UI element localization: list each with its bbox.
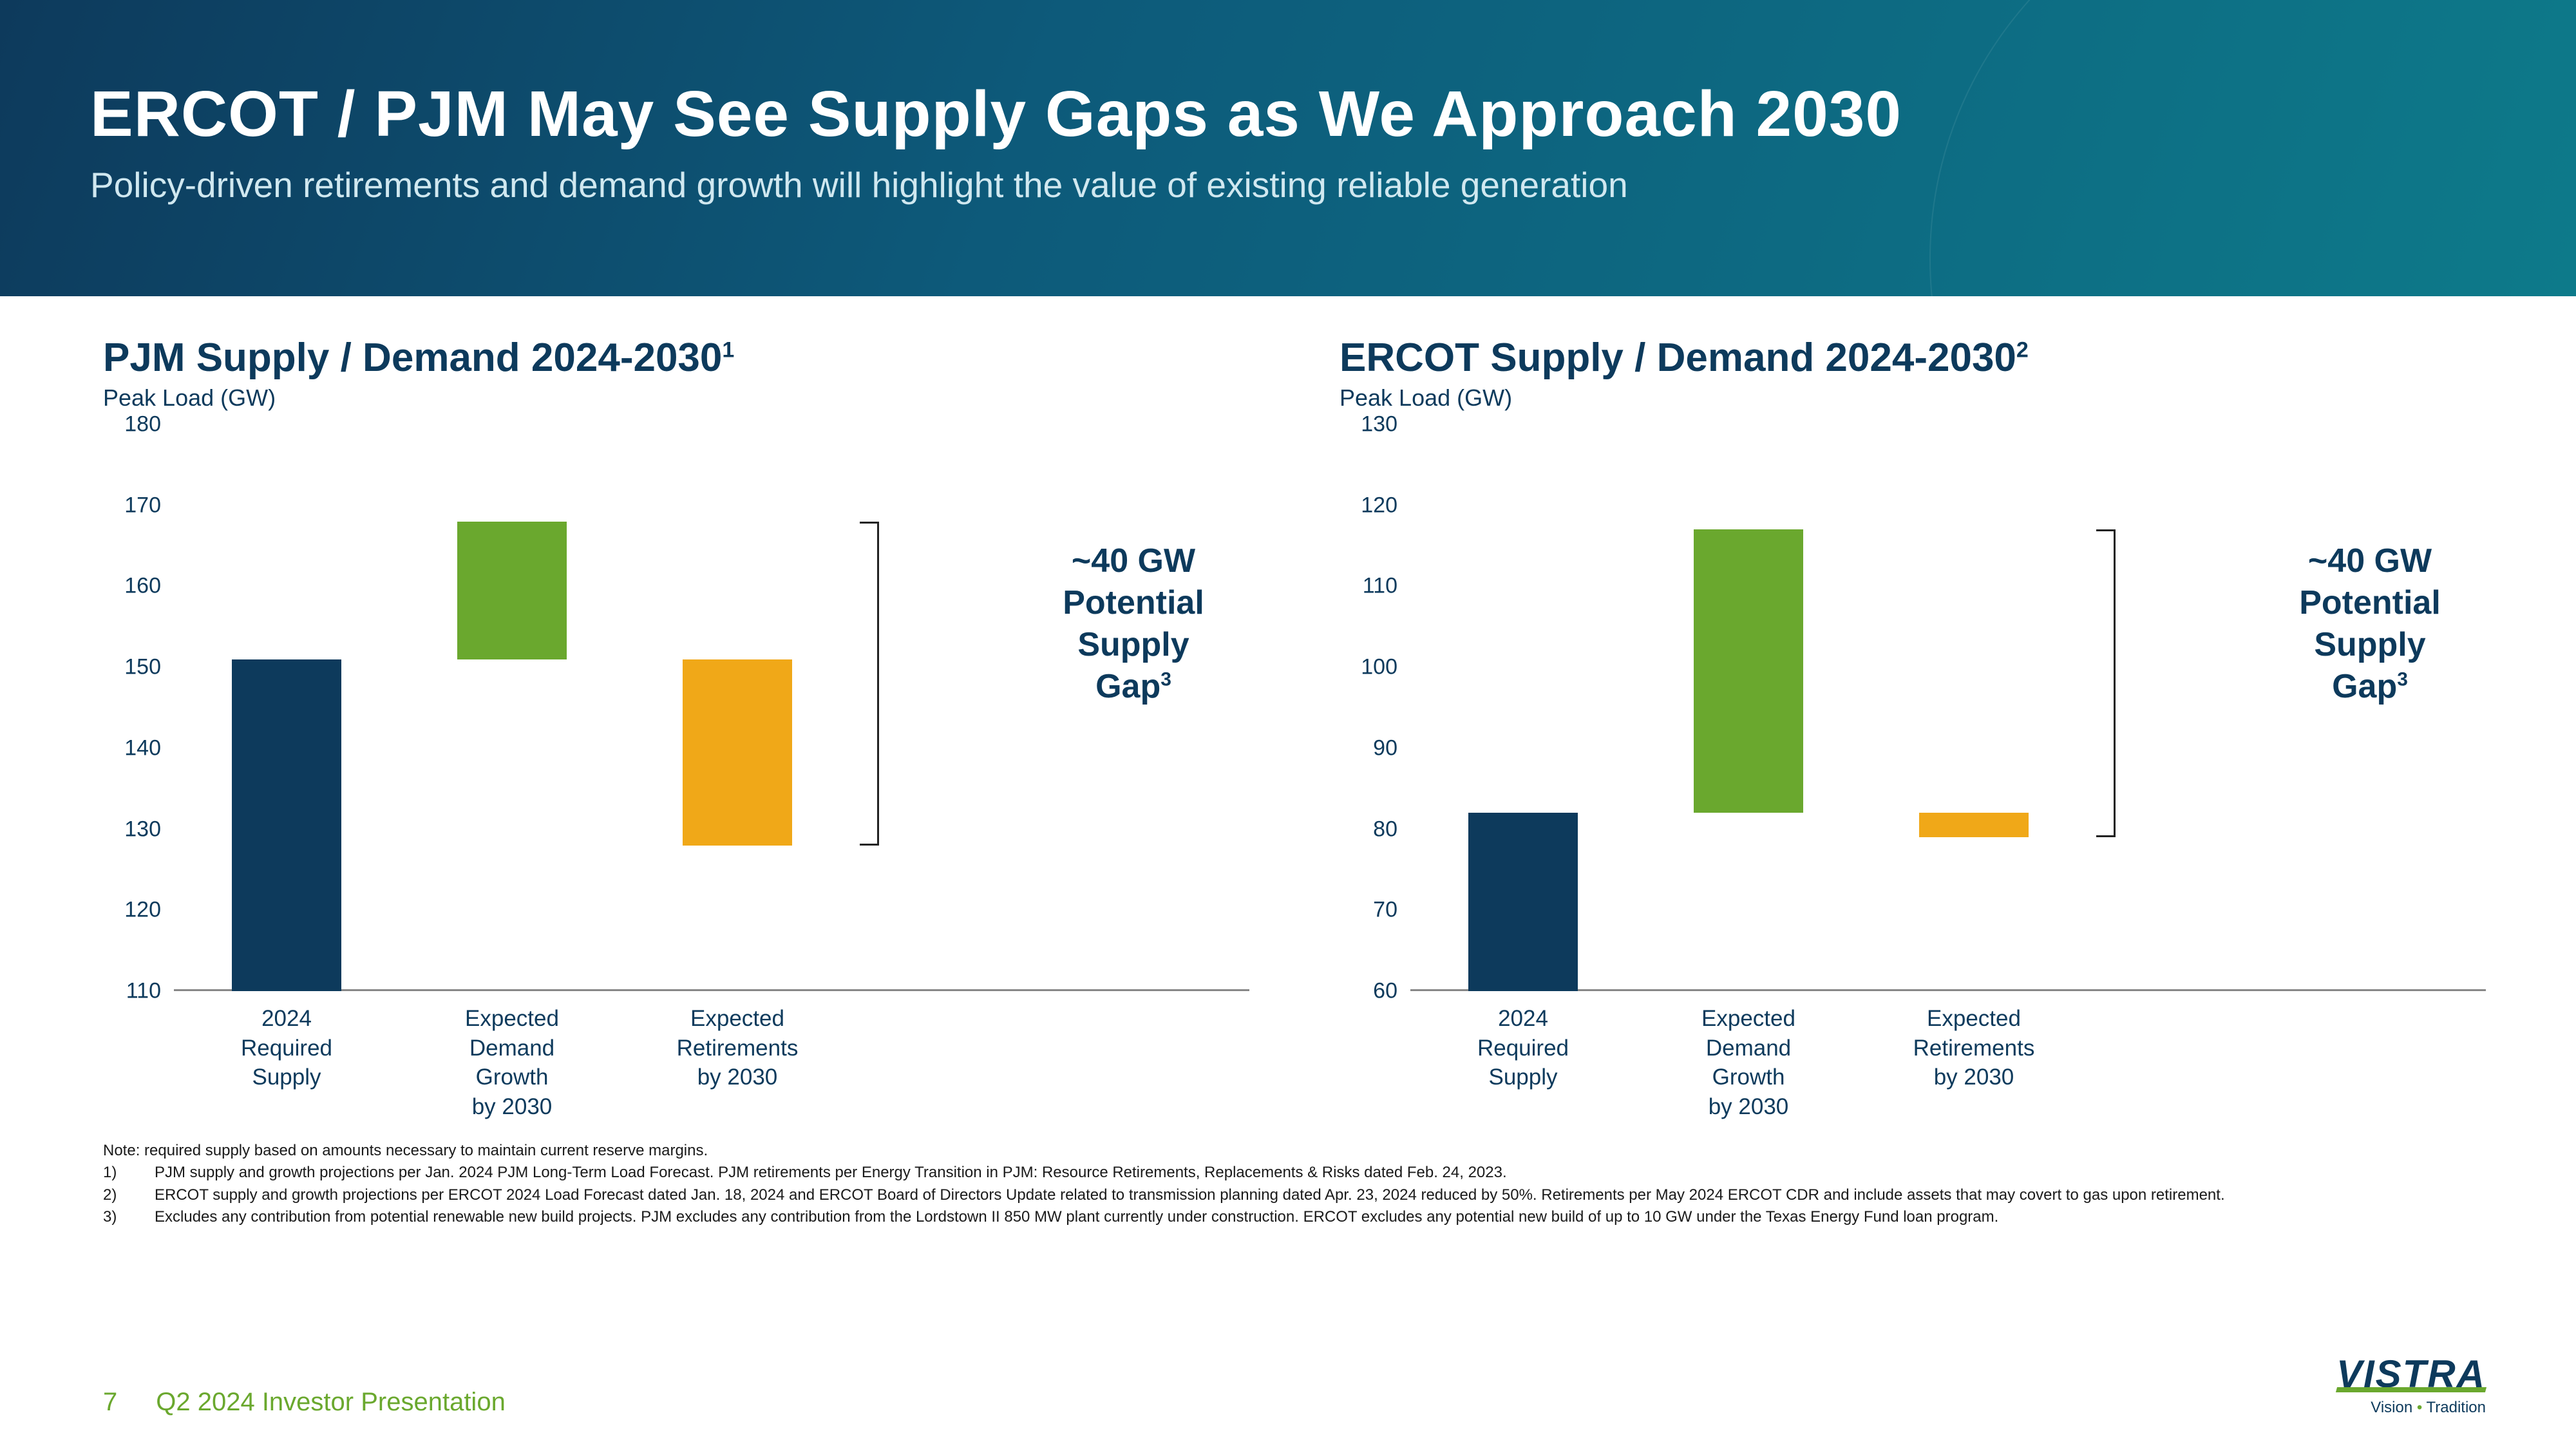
footnote-row: 3) Excludes any contribution from potenti… (103, 1207, 2486, 1227)
x-label: 2024RequiredSupply (174, 1004, 399, 1121)
y-tick: 130 (1361, 412, 1397, 437)
y-tick: 90 (1373, 735, 1397, 761)
y-tick: 130 (124, 817, 161, 842)
y-tick: 70 (1373, 898, 1397, 923)
y-tick: 170 (124, 493, 161, 518)
slide-footer: 7 Q2 2024 Investor Presentation VISTRA V… (103, 1352, 2486, 1417)
y-tick: 150 (124, 655, 161, 680)
callout-text: ~40 GWPotentialSupplyGap3 (1018, 540, 1249, 708)
footnote-text: ERCOT supply and growth projections per … (155, 1185, 2225, 1206)
chart-bar (1694, 529, 1803, 813)
y-tick: 60 (1373, 979, 1397, 1004)
y-tick: 110 (126, 979, 161, 1004)
page-number: 7 (103, 1388, 117, 1417)
charts-container: PJM Supply / Demand 2024-20301 Peak Load … (0, 296, 2576, 1121)
footnote-row: 2) ERCOT supply and growth projections pe… (103, 1185, 2486, 1206)
x-label: 2024RequiredSupply (1410, 1004, 1636, 1121)
chart-subtitle: Peak Load (GW) (1340, 384, 2486, 412)
footnote-text: PJM supply and growth projections per Ja… (155, 1162, 1507, 1183)
footnote-num: 1) (103, 1162, 129, 1183)
plot-area (174, 424, 1249, 991)
callout-bracket (2096, 529, 2116, 837)
chart-bar (232, 659, 341, 991)
y-tick: 160 (124, 574, 161, 599)
footnote-row: 1) PJM supply and growth projections per … (103, 1162, 2486, 1183)
y-axis: 110120130140150160170180 (103, 424, 174, 991)
slide-title: ERCOT / PJM May See Supply Gaps as We Ap… (90, 77, 2486, 151)
x-label: ExpectedDemandGrowthby 2030 (399, 1004, 625, 1121)
chart-bar (1919, 813, 2029, 837)
footnote-num: 2) (103, 1185, 129, 1206)
chart-subtitle: Peak Load (GW) (103, 384, 1249, 412)
footnote-text: Excludes any contribution from potential… (155, 1207, 1998, 1227)
ercot-chart: ERCOT Supply / Demand 2024-20302 Peak Loa… (1340, 335, 2486, 1121)
chart-bar (457, 522, 567, 659)
x-axis-labels: 2024RequiredSupplyExpectedDemandGrowthby… (1410, 1004, 2087, 1121)
y-tick: 80 (1373, 817, 1397, 842)
y-tick: 140 (124, 735, 161, 761)
pjm-chart: PJM Supply / Demand 2024-20301 Peak Load … (103, 335, 1249, 1121)
logo-tagline: Vision • Tradition (2336, 1399, 2486, 1417)
y-tick: 180 (124, 412, 161, 437)
chart-bar (683, 659, 792, 846)
chart-bar (1468, 813, 1578, 991)
y-tick: 110 (1363, 574, 1397, 599)
slide-subtitle: Policy-driven retirements and demand gro… (90, 164, 2486, 205)
y-axis: 60708090100110120130 (1340, 424, 1410, 991)
vistra-logo: VISTRA Vision • Tradition (2336, 1352, 2486, 1417)
chart-area: 60708090100110120130~40 GWPotentialSuppl… (1340, 424, 2486, 991)
plot-area (1410, 424, 2486, 991)
callout-text: ~40 GWPotentialSupplyGap3 (2254, 540, 2486, 708)
footnote-note: Note: required supply based on amounts n… (103, 1141, 2486, 1161)
callout: ~40 GWPotentialSupplyGap3 (2254, 540, 2486, 708)
callout: ~40 GWPotentialSupplyGap3 (1018, 540, 1249, 708)
footnote-num: 3) (103, 1207, 129, 1227)
y-tick: 120 (124, 898, 161, 923)
chart-area: 110120130140150160170180~40 GWPotentialS… (103, 424, 1249, 991)
y-tick: 120 (1361, 493, 1397, 518)
logo-text: VISTRA (2336, 1352, 2486, 1396)
x-axis-labels: 2024RequiredSupplyExpectedDemandGrowthby… (174, 1004, 850, 1121)
callout-bracket (860, 522, 879, 846)
y-tick: 100 (1361, 655, 1397, 680)
footer-label: Q2 2024 Investor Presentation (156, 1388, 506, 1417)
x-label: ExpectedRetirementsby 2030 (625, 1004, 850, 1121)
x-label: ExpectedDemandGrowthby 2030 (1636, 1004, 1861, 1121)
chart-title: PJM Supply / Demand 2024-20301 (103, 335, 1249, 381)
slide-header: ERCOT / PJM May See Supply Gaps as We Ap… (0, 0, 2576, 296)
chart-title: ERCOT Supply / Demand 2024-20302 (1340, 335, 2486, 381)
x-label: ExpectedRetirementsby 2030 (1861, 1004, 2087, 1121)
footnotes: Note: required supply based on amounts n… (0, 1121, 2576, 1228)
